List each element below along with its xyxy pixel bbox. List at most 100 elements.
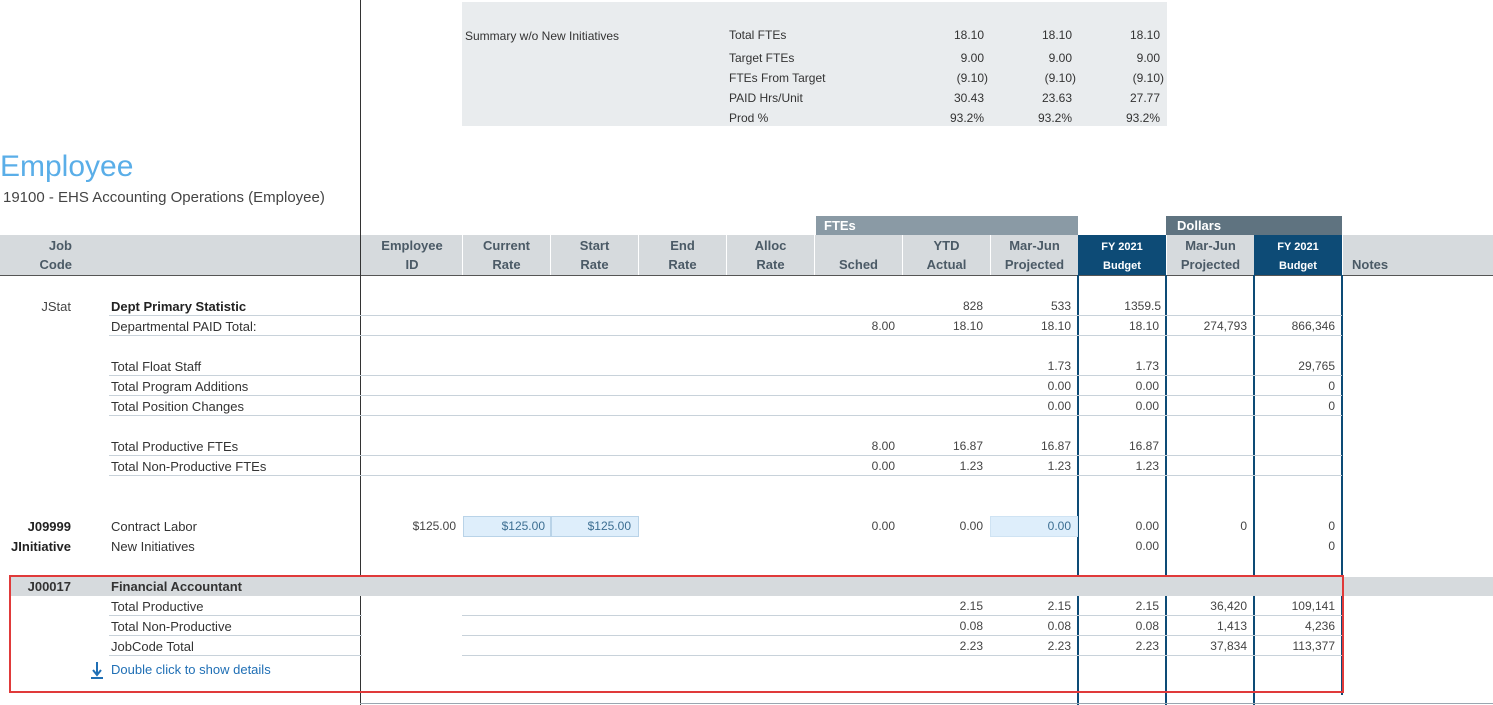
cell: 1.73 [1135,359,1159,373]
dollars-fy-left-border [1253,275,1255,705]
summary-value: 18.10 [1041,28,1072,42]
cell: 0.00 [871,519,895,533]
cell: 1359.5 [1124,299,1161,313]
summary-value: 18.10 [1129,28,1160,42]
jobgroup-code: J00017 [27,579,71,594]
cell: 1,413 [1216,619,1247,633]
cell: 2.15 [1047,599,1071,613]
jobgroup-title: Financial Accountant [111,579,242,594]
contract-labor-label: Contract Labor [111,519,197,534]
col-header-employee-id[interactable]: Employee ID [381,238,443,272]
cell: 1.23 [1047,459,1071,473]
program-additions-label: Total Program Additions [111,379,249,394]
col-header-end-rate[interactable]: End Rate [668,238,697,272]
marjun-projected-input[interactable] [990,516,1078,537]
summary-value: 9.00 [1136,51,1160,65]
cell: 113,377 [1292,639,1336,653]
frozen-column-divider [360,0,361,705]
col-header-fy-budget[interactable]: FY 2021 Budget [1101,241,1143,272]
column-header-bar [0,235,1493,275]
cell: 18.10 [952,319,983,333]
dollars-group-label: Dollars [1177,218,1222,233]
summary-value: 93.2% [949,111,984,125]
col-header-ytd-actual[interactable]: YTD Actual [926,238,967,272]
col-header-dollars-fy-budget[interactable]: FY 2021 Budget [1277,241,1319,272]
jobgroup-row-label: Total Productive [111,599,204,614]
col-header-dollars-marjun[interactable]: Mar-Jun Projected [1180,238,1241,272]
cell: 533 [1050,299,1071,313]
cell: 274,793 [1203,319,1247,333]
ftes-group-header [816,216,1078,235]
productive-ftes-label: Total Productive FTEs [111,439,239,454]
cell: 0 [1328,399,1335,413]
cell: 29,765 [1298,359,1335,373]
summary-value: 93.2% [1125,111,1160,125]
show-details-text: Double click to show details [111,662,271,677]
cell: 0 [1328,539,1335,553]
current-rate-input[interactable] [463,516,551,537]
marjun-projected-value: 0.00 [1047,519,1071,533]
cell: 2.15 [959,599,983,613]
fy-budget-right-border [1165,275,1167,705]
cell: 1.73 [1047,359,1071,373]
cell: 1.23 [1135,459,1159,473]
start-rate-input[interactable] [551,516,639,537]
fy-budget-left-border [1077,275,1079,705]
page-subtitle: 19100 - EHS Accounting Operations (Emplo… [3,189,325,206]
col-header-notes[interactable]: Notes [1352,257,1389,272]
col-header-alloc-rate[interactable]: Alloc Rate [754,238,787,272]
cell: 2.15 [1135,599,1159,613]
summary-value: 27.77 [1129,91,1160,105]
summary-value: (9.10) [956,71,988,85]
col-header-current-rate[interactable]: Current Rate [483,238,530,272]
summary-value: 9.00 [960,51,984,65]
job-code-contract: J09999 [27,519,71,534]
page-title: Employee [0,150,134,183]
cell: 109,141 [1291,599,1335,613]
cell: $125.00 [412,519,456,533]
cell: 0.00 [1135,399,1159,413]
summary-value: 93.2% [1037,111,1072,125]
summary-value: (9.10) [1132,71,1164,85]
current-rate-value: $125.00 [501,519,545,533]
summary-label: Prod % [729,111,769,125]
cell: 0.00 [1135,519,1159,533]
dollars-group-header [1166,216,1342,235]
cell: 8.00 [871,439,895,453]
job-code-initiative: JInitiative [11,539,71,554]
position-changes-label: Total Position Changes [111,399,244,414]
summary-label: FTEs From Target [729,71,826,85]
summary-value: (9.10) [1044,71,1076,85]
cell: 828 [962,299,983,313]
cell: 0.08 [1135,619,1159,633]
cell: 8.00 [871,319,895,333]
cell: 18.10 [1128,319,1159,333]
cell: 866,346 [1291,319,1335,333]
cell: 16.87 [1128,439,1159,453]
cell: 16.87 [952,439,983,453]
cell: 0.00 [1135,539,1159,553]
col-header-marjun-projected[interactable]: Mar-Jun Projected [1004,238,1065,272]
col-header-job-code[interactable]: Job Code [39,238,73,272]
summary-value: 9.00 [1048,51,1072,65]
cell: 2.23 [959,639,983,653]
cell: 0 [1328,379,1335,393]
fy-budget-header-bg [1078,235,1166,275]
cell: 0.00 [1047,379,1071,393]
cell: 0.00 [1047,399,1071,413]
cell: 2.23 [1047,639,1071,653]
new-initiatives-label: New Initiatives [111,539,195,554]
highlight-box [9,575,1344,693]
col-header-sched[interactable]: Sched [838,257,878,272]
dept-paid-label: Departmental PAID Total: [111,319,257,334]
summary-title: Summary w/o New Initiatives [465,29,620,43]
download-arrow-icon [91,662,103,679]
cell: 37,834 [1210,639,1247,653]
summary-value: 23.63 [1041,91,1072,105]
cell: 0.08 [1047,619,1071,633]
summary-value: 30.43 [953,91,984,105]
col-header-start-rate[interactable]: Start Rate [579,238,610,272]
cell: 36,420 [1210,599,1247,613]
cell: 0.08 [959,619,983,633]
cell: 1.23 [959,459,983,473]
